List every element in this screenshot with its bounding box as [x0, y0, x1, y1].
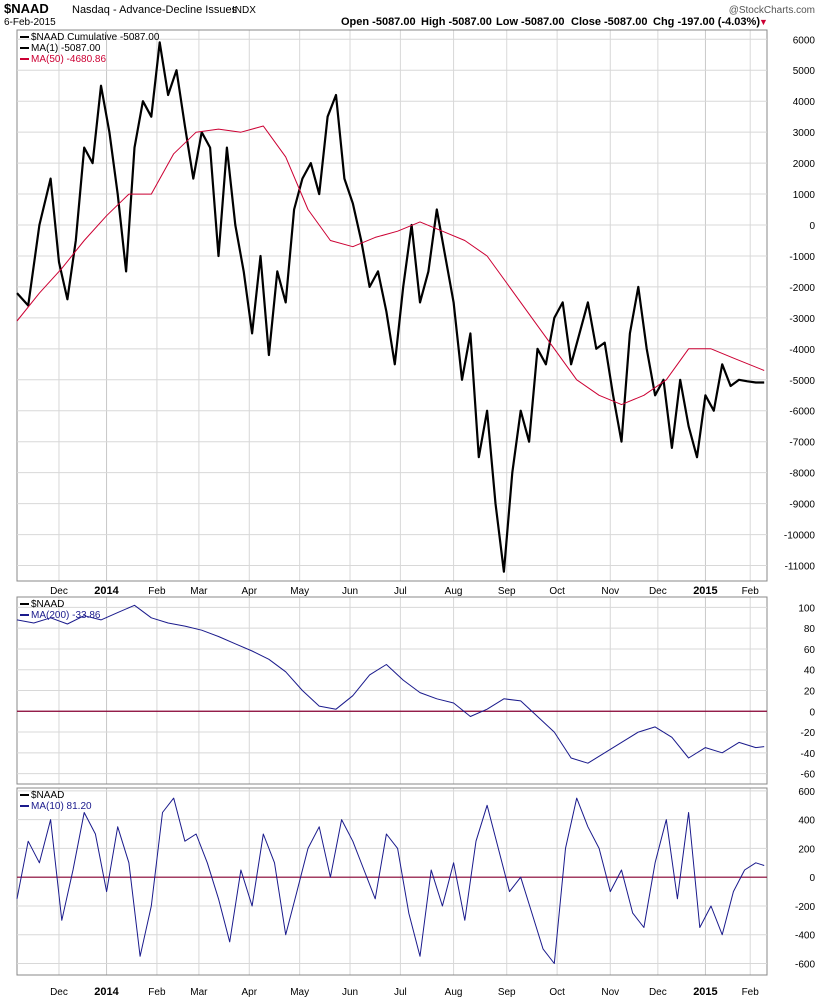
y-tick-label: -8000 [789, 469, 815, 480]
x-axis-label: May [290, 586, 309, 597]
x-axis-label: 2014 [94, 986, 119, 998]
y-tick-label: -600 [795, 959, 815, 970]
panel-frame [16, 29, 768, 582]
ohlc-low: Low -5087.00 [496, 16, 564, 28]
y-tick-label: 60 [804, 645, 816, 656]
y-tick-label: -1000 [789, 252, 815, 263]
y-tick-label: -400 [795, 931, 815, 942]
ohlc-close: Close -5087.00 [571, 16, 647, 28]
y-tick-label: 0 [809, 221, 815, 232]
x-axis-label: Jun [342, 586, 358, 597]
x-axis-label: Dec [649, 987, 667, 998]
y-tick-label: 0 [809, 873, 815, 884]
x-axis-label: Mar [190, 586, 208, 597]
y-tick-label: 100 [798, 603, 815, 614]
y-tick-label: 6000 [793, 35, 816, 46]
x-axis-label: Aug [445, 586, 463, 597]
y-tick-label: 3000 [793, 128, 816, 139]
chart-date: 6-Feb-2015 [4, 17, 56, 28]
down-arrow-icon: ▼ [759, 17, 768, 27]
security-name: Nasdaq - Advance-Decline Issues [72, 4, 238, 16]
y-tick-label: 80 [804, 624, 816, 635]
series-line-ma-10- [16, 797, 765, 964]
y-tick-label: -20 [801, 728, 816, 739]
exchange-label: INDX [232, 5, 256, 16]
y-tick-label: -4000 [789, 345, 815, 356]
y-tick-label: -2000 [789, 283, 815, 294]
x-axis-label: Dec [649, 586, 667, 597]
series-line--naad-cumulative [16, 41, 765, 573]
x-axis-label: Feb [742, 586, 760, 597]
x-axis-label: Mar [190, 987, 208, 998]
x-axis-label: May [290, 987, 309, 998]
y-tick-label: -5000 [789, 376, 815, 387]
y-tick-label: -3000 [789, 314, 815, 325]
y-tick-label: -40 [801, 749, 816, 760]
x-axis-label: Sep [498, 987, 516, 998]
y-tick-label: 20 [804, 687, 816, 698]
x-axis-label: Apr [241, 987, 257, 998]
x-axis-label: Oct [549, 586, 565, 597]
x-axis-label: Sep [498, 586, 516, 597]
ohlc-open: Open -5087.00 [341, 16, 416, 28]
series-line-ma-200- [16, 604, 765, 764]
y-tick-label: 4000 [793, 97, 816, 108]
legend-entry: MA(1) -5087.00 [31, 43, 101, 54]
legend-entry: MA(50) -4680.86 [31, 54, 106, 65]
y-tick-label: 5000 [793, 66, 816, 77]
x-axis-label: Jun [342, 987, 358, 998]
y-tick-label: -9000 [789, 500, 815, 511]
legend-entry: $NAAD [31, 599, 64, 610]
x-axis-label: Apr [241, 586, 257, 597]
symbol-title: $NAAD [4, 1, 49, 16]
legend-entry: MA(10) 81.20 [31, 801, 92, 812]
x-axis-label: Nov [601, 987, 619, 998]
x-axis-label: Feb [742, 987, 760, 998]
chart-panels: 6000500040003000200010000-1000-2000-3000… [16, 29, 816, 998]
ohlc-change: Chg -197.00 (-4.03%) [653, 16, 760, 28]
legend-entry: $NAAD [31, 790, 64, 801]
x-axis-label: Dec [50, 987, 68, 998]
watermark: @StockCharts.com [729, 5, 815, 16]
y-tick-label: -200 [795, 902, 815, 913]
legend-entry: MA(200) -33.86 [31, 610, 101, 621]
y-tick-label: -60 [801, 770, 816, 781]
ohlc-high: High -5087.00 [421, 16, 492, 28]
legend-entry: $NAAD Cumulative -5087.00 [31, 32, 160, 43]
x-axis-label: Jul [394, 987, 407, 998]
x-axis-label: 2014 [94, 585, 119, 597]
y-tick-label: -7000 [789, 438, 815, 449]
panel-frame [16, 787, 768, 976]
y-tick-label: 40 [804, 666, 816, 677]
y-tick-label: 0 [809, 707, 815, 718]
x-axis-label: 2015 [693, 585, 717, 597]
x-axis-label: Dec [50, 586, 68, 597]
y-tick-label: 2000 [793, 159, 816, 170]
series-line-ma-50- [16, 125, 765, 406]
y-tick-label: -11000 [785, 562, 816, 573]
y-tick-label: 200 [798, 844, 815, 855]
x-axis-label: Oct [549, 987, 565, 998]
y-tick-label: -6000 [789, 407, 815, 418]
y-tick-label: 600 [798, 787, 815, 798]
x-axis-label: Feb [148, 586, 166, 597]
x-axis-label: Aug [445, 987, 463, 998]
x-axis-label: Jul [394, 586, 407, 597]
y-tick-label: 400 [798, 816, 815, 827]
y-tick-label: 1000 [793, 190, 816, 201]
x-axis-label: 2015 [693, 986, 717, 998]
x-axis-label: Nov [601, 586, 619, 597]
y-tick-label: -10000 [784, 531, 816, 542]
x-axis-label: Feb [148, 987, 166, 998]
